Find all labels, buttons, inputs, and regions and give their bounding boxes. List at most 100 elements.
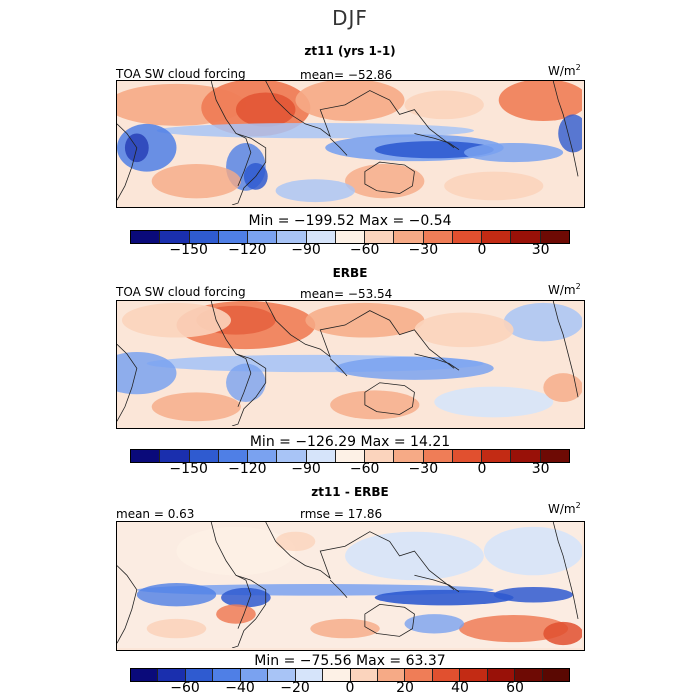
colorbar-swatch bbox=[482, 450, 512, 462]
colorbar-swatch bbox=[335, 450, 366, 462]
coastline bbox=[552, 522, 579, 619]
panel-3-unit: W/m2 bbox=[548, 501, 581, 516]
colorbar-swatch bbox=[131, 231, 161, 243]
coastline bbox=[414, 574, 460, 593]
field-contour bbox=[498, 81, 582, 122]
colorbar-swatch bbox=[160, 231, 190, 243]
coastline bbox=[210, 522, 267, 648]
field-contour bbox=[483, 526, 582, 576]
field-contour bbox=[295, 81, 405, 122]
colorbar-tick-label: 0 bbox=[345, 680, 355, 696]
field-contour bbox=[136, 583, 217, 607]
coastline bbox=[265, 81, 455, 149]
field-contour bbox=[444, 171, 544, 201]
panel-3-colorbar-ticks: −60 −40 −20 0 20 40 60 bbox=[130, 680, 570, 700]
panel-2-map bbox=[116, 300, 585, 429]
panel-3-min-max: Min = −75.56 Max = 63.37 bbox=[254, 653, 446, 669]
panel-1-title: zt11 (yrs 1-1) bbox=[304, 44, 396, 58]
field-contour bbox=[117, 351, 177, 395]
colorbar-tick-label: −120 bbox=[228, 461, 267, 477]
colorbar-tick-label: −90 bbox=[291, 461, 321, 477]
panel-3-rmse-label: rmse = 17.86 bbox=[300, 507, 383, 521]
colorbar-swatch bbox=[335, 231, 366, 243]
colorbar-tick-label: 30 bbox=[531, 242, 550, 258]
colorbar-tick-label: −60 bbox=[349, 461, 380, 477]
colorbar-swatch bbox=[542, 669, 569, 681]
panel-1-colorbar bbox=[130, 230, 570, 244]
colorbar-tick-label: 40 bbox=[451, 680, 469, 696]
field-contour bbox=[434, 386, 554, 418]
coastline bbox=[210, 81, 267, 205]
colorbar-tick-label: 30 bbox=[531, 461, 550, 477]
colorbar-swatch bbox=[306, 231, 336, 243]
panel-1-min-max: Min = −199.52 Max = −0.54 bbox=[248, 213, 452, 229]
panel-3-map bbox=[116, 521, 585, 651]
colorbar-swatch bbox=[131, 669, 159, 681]
colorbar-swatch bbox=[160, 450, 190, 462]
colorbar-tick-label: −60 bbox=[170, 680, 200, 696]
coastline bbox=[414, 353, 460, 371]
coastline bbox=[117, 343, 138, 422]
panel-2-unit: W/m2 bbox=[548, 282, 581, 297]
colorbar-tick-label: −60 bbox=[349, 242, 380, 258]
field-contour bbox=[459, 615, 569, 643]
colorbar-swatch bbox=[218, 231, 249, 243]
panel-1-mean-label: mean= −52.86 bbox=[300, 68, 393, 82]
panel-3-title: zt11 - ERBE bbox=[311, 485, 389, 499]
colorbar-swatch bbox=[365, 231, 395, 243]
figure-title: DJF bbox=[332, 6, 368, 30]
field-contour bbox=[345, 531, 484, 581]
colorbar-swatch bbox=[295, 669, 324, 681]
field-contour bbox=[305, 302, 425, 338]
colorbar-swatch bbox=[277, 450, 307, 462]
field-contour bbox=[275, 531, 316, 552]
coastline bbox=[235, 574, 252, 629]
colorbar-tick-label: −120 bbox=[228, 242, 267, 258]
colorbar-swatch bbox=[423, 231, 453, 243]
colorbar-swatch bbox=[452, 450, 483, 462]
colorbar-swatch bbox=[131, 450, 161, 462]
colorbar-tick-label: 60 bbox=[506, 680, 524, 696]
colorbar-swatch bbox=[423, 450, 453, 462]
field-contour bbox=[226, 363, 266, 402]
colorbar-swatch bbox=[189, 231, 219, 243]
colorbar-tick-label: −150 bbox=[169, 461, 208, 477]
field-contour bbox=[221, 587, 271, 608]
field-contour bbox=[156, 122, 474, 139]
panel-1-colorbar-ticks: −150 −120 −90 −60 −30 0 30 bbox=[130, 242, 570, 262]
panel-2-colorbar-ticks: −150 −120 −90 −60 −30 0 30 bbox=[130, 461, 570, 481]
field-contour bbox=[310, 618, 380, 639]
coastline bbox=[414, 133, 460, 150]
colorbar-swatch bbox=[240, 669, 269, 681]
colorbar-tick-label: −150 bbox=[169, 242, 208, 258]
colorbar-swatch bbox=[405, 669, 433, 681]
field-contour bbox=[404, 614, 465, 634]
colorbar-swatch bbox=[487, 669, 516, 681]
colorbar-swatch bbox=[248, 450, 278, 462]
coastline bbox=[235, 133, 252, 187]
colorbar-swatch bbox=[377, 669, 406, 681]
coastline bbox=[265, 301, 455, 369]
colorbar-tick-label: −20 bbox=[280, 680, 310, 696]
coastline bbox=[552, 301, 579, 398]
field-contour bbox=[464, 143, 564, 163]
field-contour bbox=[543, 621, 582, 646]
panel-2-colorbar bbox=[130, 449, 570, 463]
panel-1-map bbox=[116, 80, 585, 208]
field-contour bbox=[151, 163, 241, 199]
field-contour bbox=[404, 90, 484, 120]
coastline bbox=[364, 382, 415, 415]
colorbar-swatch bbox=[394, 450, 424, 462]
colorbar-swatch bbox=[511, 450, 541, 462]
panel-1-unit: W/m2 bbox=[548, 63, 581, 78]
coastline bbox=[364, 603, 415, 637]
coastline bbox=[552, 81, 579, 177]
field-contour bbox=[335, 356, 494, 380]
field-contour bbox=[503, 302, 582, 342]
field-contour bbox=[146, 618, 207, 639]
coastline bbox=[364, 161, 415, 194]
colorbar-swatch bbox=[460, 669, 488, 681]
colorbar-swatch bbox=[213, 669, 241, 681]
coastline bbox=[329, 358, 348, 377]
field-contour bbox=[345, 163, 425, 199]
